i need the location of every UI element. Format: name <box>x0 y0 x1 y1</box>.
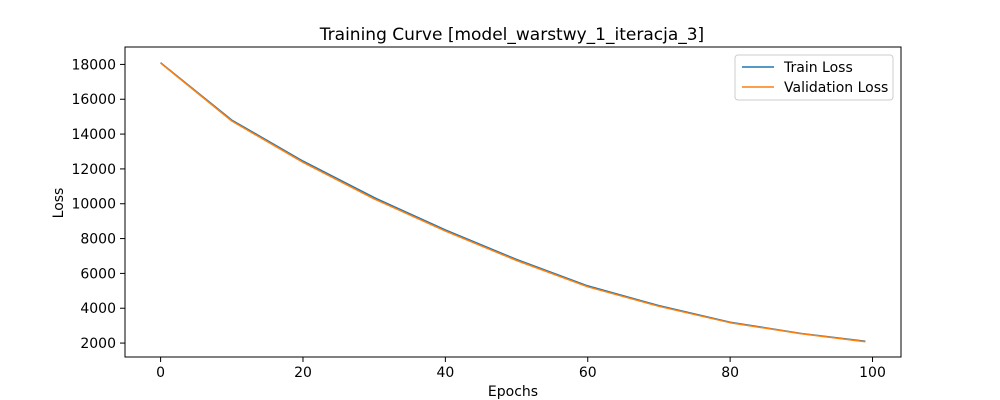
y-tick-label: 4000 <box>80 301 116 317</box>
series-line-validation-loss <box>160 62 866 343</box>
chart-title: Training Curve [model_warstwy_1_iteracja… <box>319 25 704 45</box>
x-tick-label: 80 <box>721 365 739 381</box>
y-tick-label: 6000 <box>80 266 116 282</box>
y-axis-title: Loss <box>51 188 67 219</box>
x-tick-label: 60 <box>579 365 597 381</box>
x-tick-label: 0 <box>156 365 165 381</box>
x-tick-label: 20 <box>294 365 312 381</box>
y-tick-label: 10000 <box>71 197 116 213</box>
y-axis: 2000 4000 6000 8000 10000 12000 14000 16000 1800… <box>71 57 125 352</box>
y-tick-label: 14000 <box>71 127 116 143</box>
legend: Train Loss Validation Loss <box>734 54 894 101</box>
plot-area <box>124 46 902 358</box>
x-axis: 0 20 40 60 80 100 <box>156 357 886 381</box>
legend-label: Validation Loss <box>784 80 888 96</box>
y-tick-label: 2000 <box>80 336 116 352</box>
y-tick-label: 16000 <box>71 92 116 108</box>
y-tick-label: 12000 <box>71 162 116 178</box>
legend-box <box>734 54 894 101</box>
y-tick-label: 18000 <box>71 57 116 73</box>
y-tick-label: 8000 <box>80 232 116 248</box>
x-tick-label: 40 <box>436 365 454 381</box>
series-lines <box>160 62 866 343</box>
legend-label: Train Loss <box>783 60 853 76</box>
x-tick-label: 100 <box>859 365 886 381</box>
x-axis-title: Epochs <box>488 384 538 400</box>
series-line-train-loss <box>160 62 866 343</box>
